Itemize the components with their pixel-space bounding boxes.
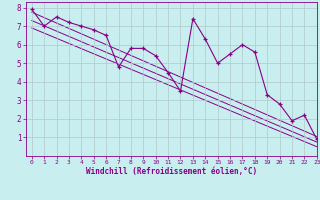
X-axis label: Windchill (Refroidissement éolien,°C): Windchill (Refroidissement éolien,°C): [86, 167, 257, 176]
